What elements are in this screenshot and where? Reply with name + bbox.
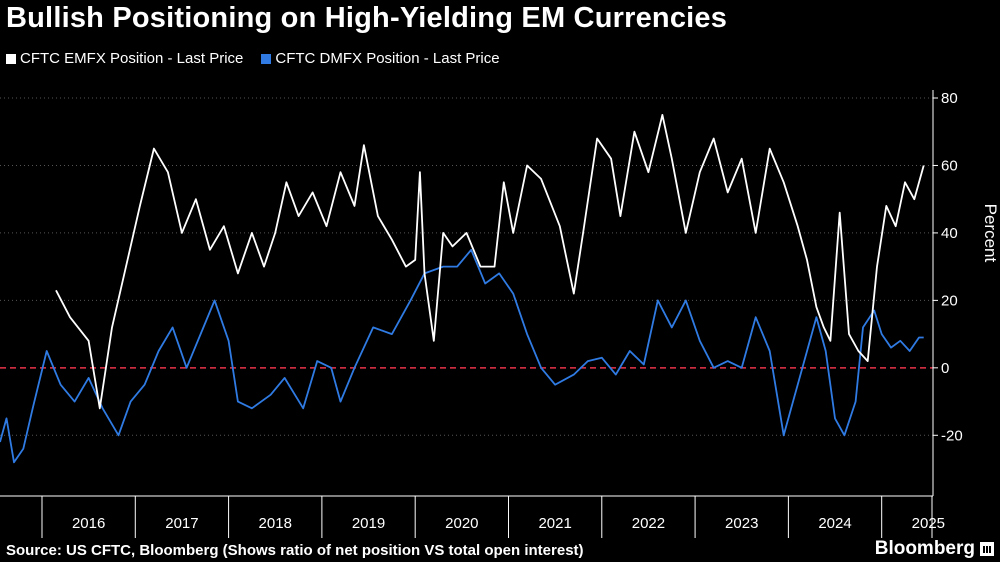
x-tick-label: 2022 xyxy=(632,515,665,532)
x-tick-label: 2016 xyxy=(72,515,105,532)
x-tick-label: 2024 xyxy=(818,515,851,532)
legend-label-emfx: CFTC EMFX Position - Last Price xyxy=(20,50,244,67)
legend-swatch-emfx xyxy=(6,53,16,64)
y-axis-label: Percent xyxy=(981,204,1000,263)
y-tick-label: 20 xyxy=(941,292,958,309)
y-tick-label: 40 xyxy=(941,225,958,242)
brand-name: Bloomberg xyxy=(874,538,975,559)
chart-title: Bullish Positioning on High-Yielding EM … xyxy=(6,2,728,34)
x-tick-label: 2019 xyxy=(352,515,385,532)
legend-swatch-dmfx xyxy=(261,53,272,64)
series-line-emfx xyxy=(55,114,925,410)
bloomberg-logo-icon xyxy=(980,542,994,556)
brand: Bloomberg xyxy=(875,538,994,560)
y-tick-label: 0 xyxy=(941,360,949,377)
x-tick-label: 2018 xyxy=(259,515,292,532)
x-axis: 2016 2017 2018 2019 2020 2021 2022 2023 2024 2025 xyxy=(0,495,945,538)
source-note: Source: US CFTC, Bloomberg (Shows ratio … xyxy=(6,542,584,559)
x-tick-label: 2017 xyxy=(165,515,198,532)
y-axis: 80 60 40 20 0 -20 xyxy=(932,90,963,496)
series-line-dmfx xyxy=(0,248,924,464)
legend-label-dmfx: CFTC DMFX Position - Last Price xyxy=(275,50,500,67)
x-tick-label: 2023 xyxy=(725,515,758,532)
y-tick-label: -20 xyxy=(941,427,963,444)
legend: CFTC EMFX Position - Last Price CFTC DMF… xyxy=(6,50,500,67)
y-tick-label: 60 xyxy=(941,157,958,174)
series-layer xyxy=(0,114,925,464)
x-tick-label: 2025 xyxy=(912,515,945,532)
y-tick-label: 80 xyxy=(941,90,958,107)
legend-item-dmfx: CFTC DMFX Position - Last Price xyxy=(261,50,500,67)
legend-item-emfx: CFTC EMFX Position - Last Price xyxy=(6,50,243,67)
x-tick-label: 2020 xyxy=(445,515,478,532)
grid xyxy=(0,97,933,436)
x-tick-label: 2021 xyxy=(538,515,571,532)
